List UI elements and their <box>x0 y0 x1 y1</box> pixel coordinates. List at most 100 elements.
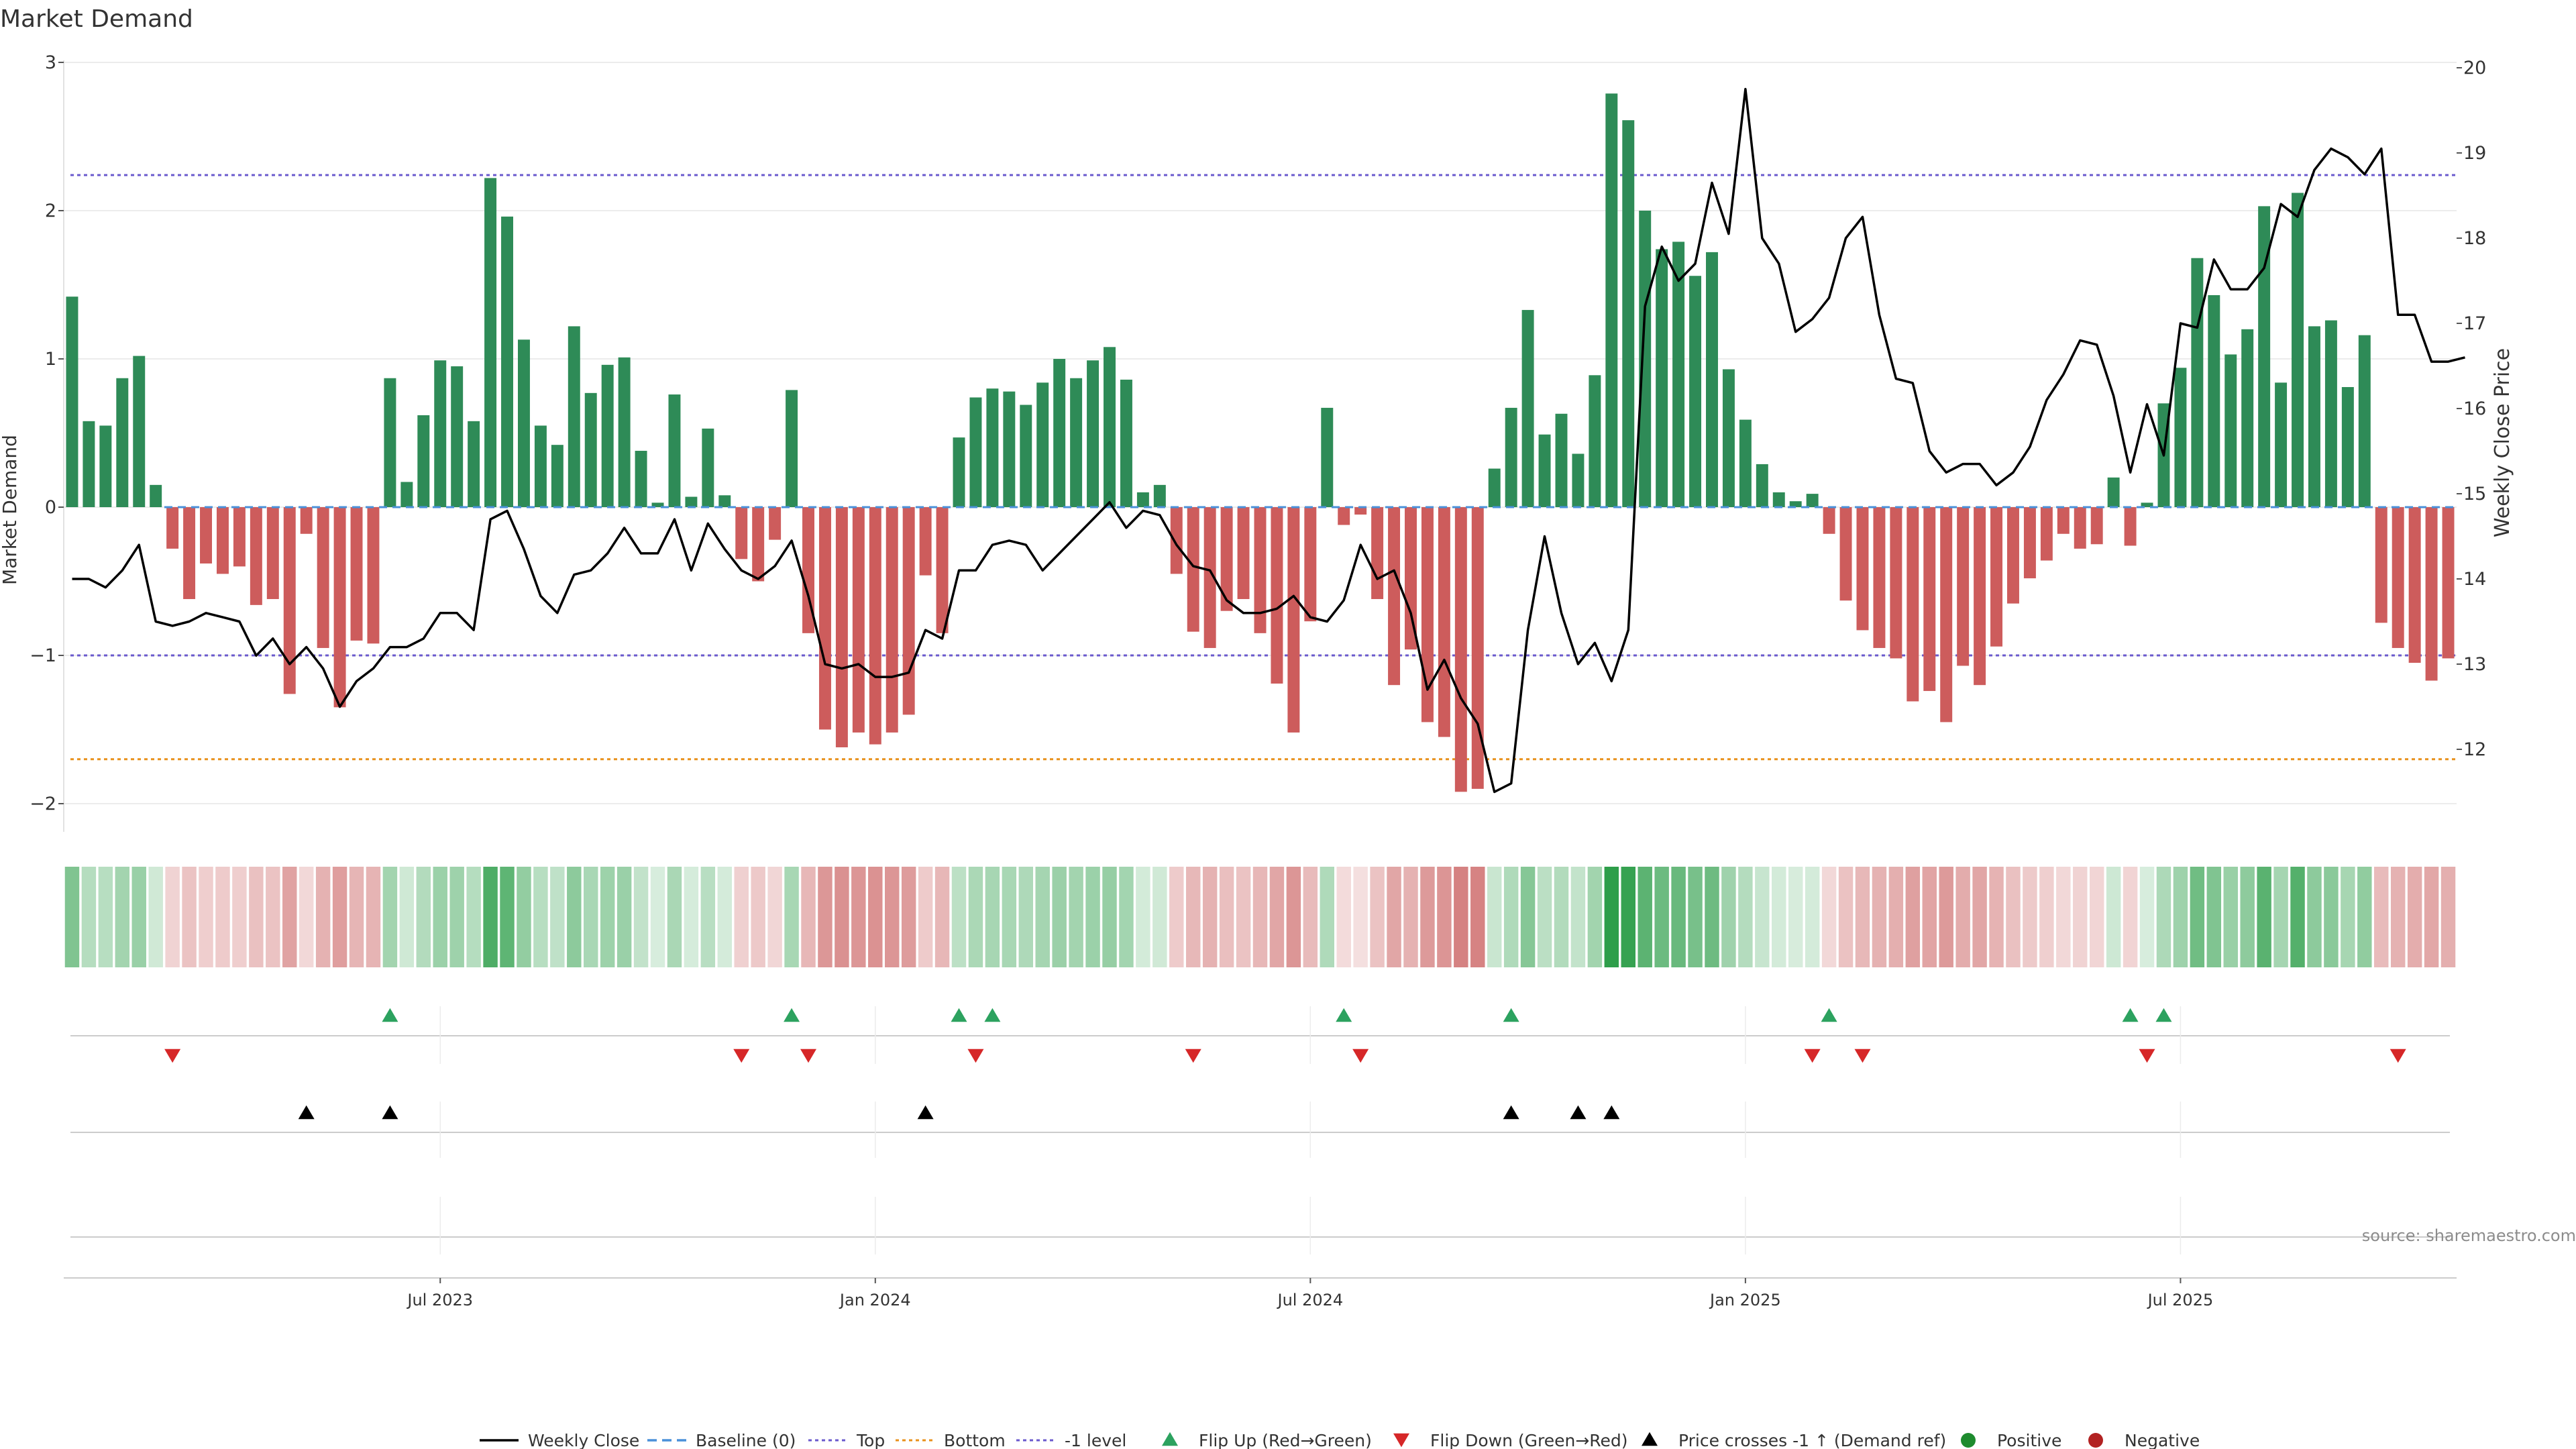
event-panels <box>64 1006 2457 1279</box>
demand-bar <box>885 507 898 733</box>
heat-cell <box>399 867 415 967</box>
demand-bar <box>1856 507 1869 631</box>
demand-bar <box>1136 492 1149 507</box>
heat-cell <box>315 867 331 967</box>
demand-bar <box>2341 386 2354 507</box>
demand-bar <box>685 496 698 507</box>
demand-bar <box>953 437 965 507</box>
demand-bar <box>2292 193 2304 507</box>
demand-bar <box>2358 335 2371 507</box>
legend-label: Bottom <box>944 1431 1006 1449</box>
heat-cell <box>633 867 649 967</box>
heat-cell <box>249 867 264 967</box>
heat-cell <box>1002 867 1017 967</box>
demand-bars <box>66 93 2457 792</box>
heat-cell <box>416 867 431 967</box>
demand-bar <box>1354 507 1367 515</box>
heat-cell <box>1939 867 1953 967</box>
heat-cell <box>1303 867 1318 967</box>
flip-down-marker <box>1352 1049 1369 1063</box>
demand-bar <box>1639 211 1652 507</box>
heat-cell <box>1370 867 1385 967</box>
demand-bar <box>2324 320 2337 507</box>
heat-cell <box>734 867 749 967</box>
demand-bar <box>1203 507 1216 648</box>
heat-cell <box>1905 867 1921 967</box>
right-tick-label: 19 <box>2463 143 2486 164</box>
heat-cell <box>1437 867 1452 967</box>
demand-bar <box>635 451 647 507</box>
demand-bar <box>66 297 78 507</box>
demand-bar <box>1923 507 1936 692</box>
demand-bar <box>534 425 547 507</box>
heat-cell <box>2424 867 2439 967</box>
heat-cell <box>1286 867 1301 967</box>
heat-cell <box>2023 867 2037 967</box>
demand-bar <box>2040 507 2053 561</box>
demand-bar <box>417 415 430 507</box>
demand-bar <box>99 425 112 507</box>
right-tick-label: 14 <box>2463 569 2486 590</box>
demand-bar <box>468 421 480 507</box>
heat-cell <box>1202 867 1218 967</box>
demand-bar <box>2408 507 2421 663</box>
demand-bar <box>1656 249 1668 507</box>
chart-legend: Weekly Close Baseline (0) Top Bottom -1 leve… <box>480 1431 2200 1449</box>
heat-cell <box>182 867 197 967</box>
demand-bar <box>869 507 881 745</box>
heat-cell <box>1554 867 1569 967</box>
legend-label: Negative <box>2125 1431 2200 1449</box>
heat-cell <box>1102 867 1117 967</box>
heat-cell <box>934 867 950 967</box>
demand-bar <box>1471 507 1484 789</box>
demand-bar <box>200 507 213 564</box>
heat-cell <box>1152 867 1167 967</box>
demand-bar <box>1405 507 1417 650</box>
heat-cell <box>1888 867 1904 967</box>
demand-bar <box>902 507 915 715</box>
heat-cell <box>1604 867 1619 967</box>
flip-up-marker <box>1336 1008 1352 1022</box>
demand-bar <box>786 390 798 507</box>
demand-bar <box>2258 206 2271 507</box>
legend-label: Top <box>856 1431 885 1449</box>
heat-cell <box>1855 867 1870 967</box>
flip-down-marker <box>2390 1049 2406 1063</box>
heat-cell <box>868 867 883 967</box>
heat-cell <box>784 867 799 967</box>
heat-cell <box>1872 867 1887 967</box>
demand-bar <box>1957 507 1970 666</box>
heat-cell <box>2223 867 2238 967</box>
heat-cell <box>2039 867 2054 967</box>
heat-cell <box>801 867 816 967</box>
left-tick-label: 3 <box>45 52 56 73</box>
demand-bar <box>1890 507 1902 659</box>
demand-bar <box>1622 120 1635 507</box>
heat-cell <box>1052 867 1067 967</box>
legend-label: Flip Down (Green→Red) <box>1430 1431 1628 1449</box>
heat-cell <box>1587 867 1603 967</box>
heat-cell <box>1621 867 1635 967</box>
demand-bar <box>752 507 765 582</box>
flip-down-marker <box>800 1049 817 1063</box>
demand-bar <box>1153 484 1166 507</box>
heat-cell <box>1955 867 1970 967</box>
demand-bar <box>2275 382 2288 507</box>
flip-up-marker <box>784 1008 800 1022</box>
demand-bar <box>83 421 95 507</box>
right-y-axis: 20 19 18 17 16 15 14 13 12 <box>2457 58 2486 760</box>
heat-cell <box>968 867 983 967</box>
flip-down-marker <box>1804 1049 1821 1063</box>
heat-cell <box>533 867 548 967</box>
demand-bar <box>584 392 597 507</box>
demand-bar <box>802 507 814 633</box>
cross-up-marker <box>298 1105 315 1120</box>
heat-cell <box>1922 867 1937 967</box>
demand-bar <box>1020 405 1032 507</box>
heat-cell <box>717 867 733 967</box>
demand-bar <box>852 507 865 733</box>
heat-cell <box>165 867 180 967</box>
demand-heat-strip <box>64 867 2456 967</box>
demand-bar <box>1287 507 1300 733</box>
demand-bar <box>986 388 999 507</box>
